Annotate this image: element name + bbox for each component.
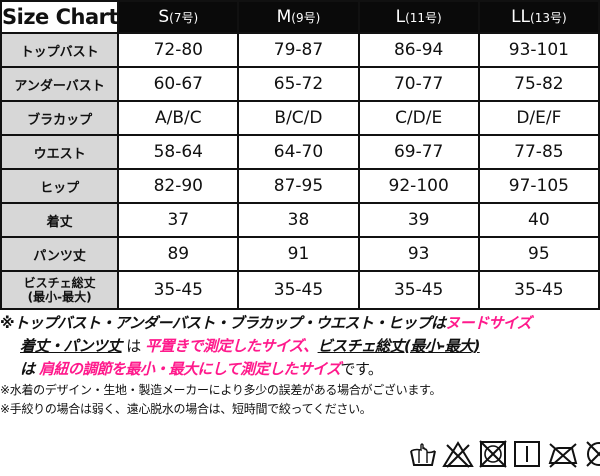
- table-cell: 86-94: [357, 32, 480, 68]
- table-cell: 75-82: [477, 66, 600, 102]
- no-tumble-dry-icon: [479, 440, 507, 468]
- table-cell: 72-80: [117, 32, 240, 68]
- table-row: ウエスト 58-64 64-70 69-77 77-85: [0, 134, 600, 170]
- table-cell: C/D/E: [357, 100, 480, 136]
- chart-title: Size Chart: [0, 0, 120, 34]
- note-line-3: は 肩紐の調節を最小・最大にして測定したサイズです。: [0, 358, 600, 381]
- note-text: です。: [340, 360, 383, 378]
- table-row: トップバスト 72-80 79-87 86-94 93-101: [0, 32, 600, 68]
- table-cell: 70-77: [357, 66, 480, 102]
- row-label-main: ビスチェ総丈: [23, 276, 96, 290]
- note-text: は: [126, 337, 141, 355]
- line-dry-icon: [514, 441, 540, 467]
- table-cell: 60-67: [117, 66, 240, 102]
- table-cell: D/E/F: [477, 100, 600, 136]
- table-cell: B/C/D: [237, 100, 360, 136]
- table-cell: 82-90: [117, 168, 240, 204]
- note-highlight: 肩紐の調節を最小・最大にして測定したサイズ: [39, 360, 341, 378]
- care-symbols: [408, 435, 600, 469]
- table-row: ヒップ 82-90 87-95 92-100 97-105: [0, 168, 600, 204]
- table-row: パンツ丈 89 91 93 95: [0, 236, 600, 272]
- row-label-sub: (最小-最大): [27, 290, 92, 304]
- note-highlight: ヌードサイズ: [445, 314, 532, 332]
- table-cell: 65-72: [237, 66, 360, 102]
- table-cell: 64-70: [237, 134, 360, 170]
- table-cell: 89: [117, 236, 240, 272]
- table-cell: 35-45: [237, 270, 360, 310]
- table-row: ブラカップ A/B/C B/C/D C/D/E D/E/F: [0, 100, 600, 136]
- hand-wash-icon: [410, 443, 436, 466]
- size-chart-table: Size Chart S(7号) M(9号) L(11号) LL(13号) トッ…: [0, 0, 600, 310]
- note-text: ビスチェ総丈(最小-最大): [317, 337, 481, 355]
- note-line-4: ※水着のデザイン・生地・製造メーカーにより多少の誤差がある場合がございます。: [0, 383, 442, 397]
- note-text: ※トップバスト・アンダーバスト・ブラカップ・ウエスト・ヒップは: [0, 314, 446, 332]
- note-line-1: ※トップバスト・アンダーバスト・ブラカップ・ウエスト・ヒップはヌードサイズ: [0, 312, 600, 335]
- row-label: パンツ丈: [0, 236, 120, 272]
- size-header-ll: LL(13号): [477, 0, 600, 34]
- table-cell: 39: [357, 202, 480, 238]
- note-line-5: ※手絞りの場合は弱く、遠心脱水の場合は、短時間で絞ってください。: [0, 402, 372, 416]
- size-header-m: M(9号): [237, 0, 360, 34]
- table-cell: 35-45: [357, 270, 480, 310]
- table-row: 着丈 37 38 39 40: [0, 202, 600, 238]
- row-label: トップバスト: [0, 32, 120, 68]
- row-label: アンダーバスト: [0, 66, 120, 102]
- note-text: 着丈・パンツ丈: [20, 337, 122, 355]
- table-cell: 77-85: [477, 134, 600, 170]
- header-row: Size Chart S(7号) M(9号) L(11号) LL(13号): [0, 0, 600, 34]
- notes-section: ※トップバスト・アンダーバスト・ブラカップ・ウエスト・ヒップはヌードサイズ 着丈…: [0, 312, 600, 419]
- note-text: は: [20, 360, 35, 378]
- note-line-2: 着丈・パンツ丈 は 平置きで測定したサイズ、ビスチェ総丈(最小-最大): [0, 335, 600, 358]
- note-highlight: 、: [303, 337, 318, 355]
- table-row: アンダーバスト 60-67 65-72 70-77 75-82: [0, 66, 600, 102]
- row-label: ブラカップ: [0, 100, 120, 136]
- table-cell: 95: [477, 236, 600, 272]
- table-row: ビスチェ総丈 (最小-最大) 35-45 35-45 35-45 35-45: [0, 270, 600, 310]
- table-cell: 38: [237, 202, 360, 238]
- table-cell: 58-64: [117, 134, 240, 170]
- note-highlight: 平置きで測定したサイズ: [145, 337, 304, 355]
- table-cell: 93-101: [477, 32, 600, 68]
- row-label: ビスチェ総丈 (最小-最大): [0, 270, 120, 310]
- row-label: 着丈: [0, 202, 120, 238]
- table-cell: 92-100: [357, 168, 480, 204]
- size-header-l: L(11号): [357, 0, 480, 34]
- table-cell: 40: [477, 202, 600, 238]
- row-label: ウエスト: [0, 134, 120, 170]
- table-cell: 35-45: [477, 270, 600, 310]
- table-cell: 69-77: [357, 134, 480, 170]
- table-cell: 79-87: [237, 32, 360, 68]
- table-cell: 93: [357, 236, 480, 272]
- no-bleach-icon: [442, 441, 474, 468]
- table-cell: 37: [117, 202, 240, 238]
- no-iron-icon: [548, 443, 578, 468]
- size-header-s: S(7号): [117, 0, 240, 34]
- table-cell: 87-95: [237, 168, 360, 204]
- table-cell: 91: [237, 236, 360, 272]
- table-cell: 97-105: [477, 168, 600, 204]
- row-label: ヒップ: [0, 168, 120, 204]
- table-cell: 35-45: [117, 270, 240, 310]
- table-cell: A/B/C: [117, 100, 240, 136]
- no-dry-clean-icon: [586, 441, 600, 467]
